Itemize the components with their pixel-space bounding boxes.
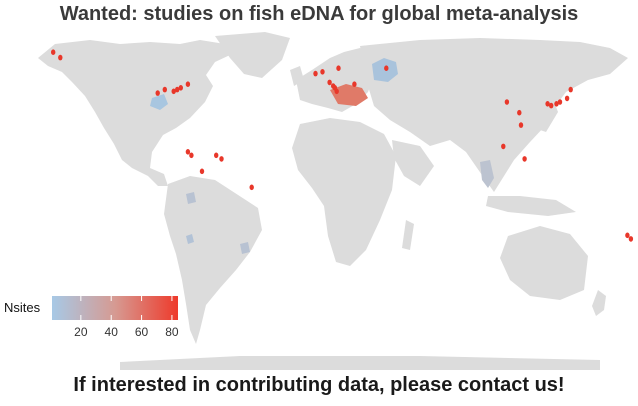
site-point	[384, 65, 389, 71]
site-point	[175, 86, 180, 93]
site-point	[545, 101, 550, 107]
site-point	[199, 168, 205, 175]
site-point	[162, 86, 167, 93]
site-point	[501, 143, 506, 150]
new-zealand-landmass	[592, 290, 606, 316]
region-central-peru	[186, 234, 194, 244]
site-point	[327, 79, 332, 86]
region-danube-basin	[330, 84, 368, 106]
site-point	[564, 95, 570, 102]
legend-color-bar	[52, 296, 178, 320]
legend-title: Nsites	[4, 300, 41, 315]
region-eastern-brazil	[240, 242, 250, 254]
greenland-landmass	[215, 32, 290, 78]
site-point	[185, 149, 191, 155]
site-point	[568, 86, 573, 93]
site-point	[334, 88, 339, 95]
south-america-landmass	[164, 176, 262, 344]
site-point	[504, 99, 510, 105]
region-northern-colombia	[186, 192, 196, 204]
site-point	[625, 232, 630, 239]
site-point	[313, 70, 318, 77]
call-to-action-text: If interested in contributing data, plea…	[73, 374, 565, 396]
map-title: Wanted: studies on fish eDNA for global …	[59, 3, 579, 25]
region-great-lakes	[150, 94, 168, 110]
site-point	[185, 81, 191, 87]
site-point	[155, 90, 160, 96]
site-point	[189, 152, 194, 159]
africa-landmass	[292, 118, 396, 266]
site-point	[58, 54, 63, 61]
antarctica-landmass	[120, 356, 600, 370]
site-point	[522, 156, 527, 162]
site-point	[628, 236, 634, 242]
site-point	[249, 184, 254, 191]
site-point	[171, 88, 176, 95]
north-america-landmass	[38, 40, 230, 186]
site-point	[517, 109, 522, 116]
asia-landmass	[360, 38, 628, 192]
site-point	[219, 156, 224, 162]
site-point	[518, 122, 524, 128]
site-point	[554, 101, 559, 107]
site-point	[336, 65, 341, 71]
europe-landmass	[296, 48, 374, 112]
site-point	[178, 85, 183, 91]
site-point	[320, 69, 325, 75]
site-point	[352, 81, 357, 87]
world-map	[38, 32, 634, 370]
arabian-peninsula-landmass	[392, 140, 434, 186]
australia-landmass	[500, 226, 588, 300]
site-point	[549, 102, 554, 109]
site-point	[51, 49, 56, 55]
british-isles-landmass	[290, 66, 304, 86]
region-mekong-basin	[480, 160, 494, 188]
madagascar-landmass	[402, 220, 414, 250]
site-point	[557, 99, 563, 105]
indonesia-landmass	[486, 196, 576, 216]
site-point	[214, 152, 219, 159]
